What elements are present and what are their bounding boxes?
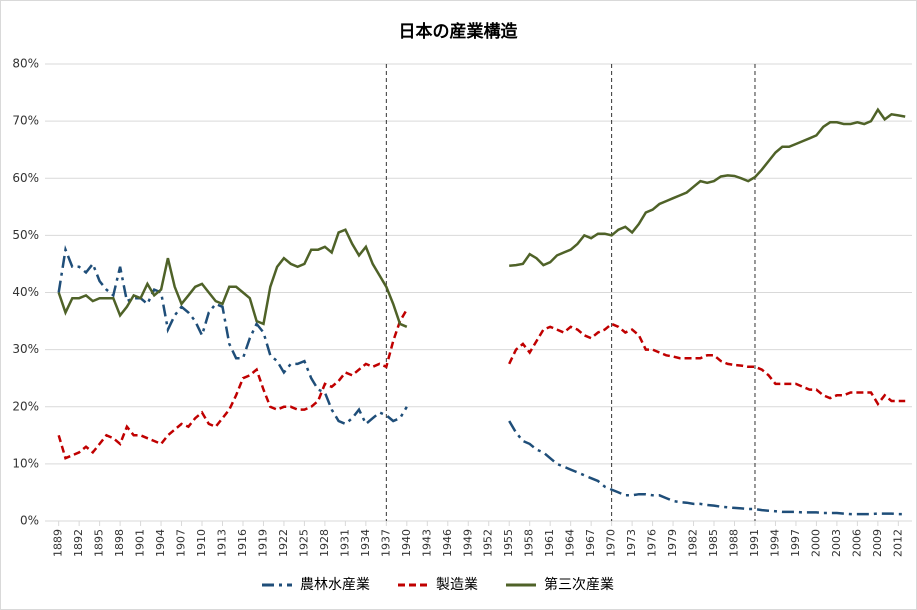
x-tick-label: 1988 xyxy=(728,529,741,557)
series-line xyxy=(57,245,906,516)
x-tick-label: 1889 xyxy=(52,529,65,557)
x-tick-label: 2012 xyxy=(891,529,904,557)
x-tick-label: 1967 xyxy=(584,529,597,557)
x-tick-label: 1898 xyxy=(113,529,126,557)
x-tick-label: 2003 xyxy=(830,529,843,557)
x-tick-label: 2006 xyxy=(850,529,863,557)
x-tick-label: 1892 xyxy=(72,529,85,557)
x-tick-label: 1931 xyxy=(338,529,351,557)
legend-label: 農林水産業 xyxy=(300,577,370,593)
x-tick-label: 1955 xyxy=(502,529,515,557)
y-tick-label: 40% xyxy=(12,285,39,299)
x-tick-label: 1937 xyxy=(379,529,392,557)
series-line xyxy=(57,308,906,460)
x-tick-label: 1958 xyxy=(523,529,536,557)
x-tick-label: 1922 xyxy=(277,529,290,557)
x-tick-label: 1985 xyxy=(707,529,720,557)
series-line xyxy=(57,107,906,328)
x-tick-label: 1970 xyxy=(605,529,618,557)
y-tick-label: 10% xyxy=(12,456,39,470)
x-tick-label: 1982 xyxy=(687,529,700,557)
x-tick-label: 1961 xyxy=(543,529,556,557)
y-tick-label: 0% xyxy=(20,514,39,528)
legend-label: 製造業 xyxy=(436,577,478,593)
x-tick-label: 1907 xyxy=(175,529,188,557)
x-tick-label: 1901 xyxy=(134,529,147,557)
x-tick-label: 2009 xyxy=(871,529,884,557)
x-tick-label: 1940 xyxy=(400,529,413,557)
x-tick-label: 1913 xyxy=(215,529,228,557)
x-tick-label: 2000 xyxy=(809,529,822,557)
y-tick-label: 50% xyxy=(12,228,39,242)
x-tick-label: 1973 xyxy=(625,529,638,557)
x-tick-label: 1895 xyxy=(93,529,106,557)
x-tick-label: 1952 xyxy=(482,529,495,557)
x-tick-label: 1925 xyxy=(297,529,310,557)
x-tick-label: 1919 xyxy=(256,529,269,557)
x-tick-label: 1949 xyxy=(461,529,474,557)
y-tick-label: 60% xyxy=(12,171,39,185)
x-tick-label: 1904 xyxy=(154,529,167,557)
x-tick-label: 1991 xyxy=(748,529,761,557)
x-tick-label: 1976 xyxy=(646,529,659,557)
x-tick-label: 1946 xyxy=(441,529,454,557)
chart-title: 日本の産業構造 xyxy=(399,21,519,42)
y-tick-label: 20% xyxy=(12,399,39,413)
x-tick-label: 1964 xyxy=(564,529,577,557)
x-tick-label: 1994 xyxy=(768,529,781,557)
x-tick-label: 1979 xyxy=(666,529,679,557)
x-tick-label: 1997 xyxy=(789,529,802,557)
x-tick-label: 1928 xyxy=(318,529,331,557)
x-tick-label: 1943 xyxy=(420,529,433,557)
legend-label: 第三次産業 xyxy=(544,576,614,593)
y-tick-label: 80% xyxy=(12,57,39,71)
x-tick-label: 1916 xyxy=(236,529,249,557)
x-tick-label: 1910 xyxy=(195,529,208,557)
x-tick-label: 1934 xyxy=(359,529,372,557)
y-tick-label: 70% xyxy=(12,114,39,128)
y-tick-label: 30% xyxy=(12,342,39,356)
